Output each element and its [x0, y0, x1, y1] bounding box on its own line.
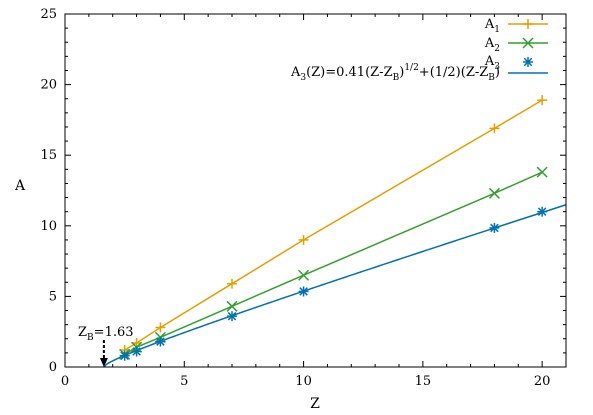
y-tick-label: 10: [40, 219, 57, 234]
legend-marker-a1: [523, 19, 533, 29]
y-tick-label: 0: [49, 360, 57, 375]
data-point-a1: [155, 322, 166, 333]
legend-label-a2: A2: [484, 36, 500, 54]
plot-area: [103, 95, 567, 368]
series-line-a1: [124, 99, 543, 351]
data-point-a3: [298, 286, 309, 297]
axes: 0 5 10 15 20 0 5 10 15 20 25: [40, 7, 567, 389]
data-point-a3: [227, 311, 237, 322]
legend-entry-a3: A3: [484, 54, 500, 72]
data-point-a1: [227, 278, 237, 289]
data-point-a3: [119, 350, 130, 361]
legend-label-fit: A3(Z)=0.41(Z-ZB)1/2+(1/2)(Z-ZB): [290, 63, 500, 83]
legend-marker-a3: [523, 57, 533, 67]
data-point-a2: [298, 269, 310, 281]
legend-marker-a2: [522, 37, 534, 49]
series-line-a2: [124, 171, 543, 355]
y-axis-label: A: [14, 178, 26, 194]
x-tick-label: 20: [534, 374, 551, 389]
plot-frame: [64, 13, 567, 368]
data-point-a1: [298, 234, 309, 245]
data-point-a3: [131, 346, 142, 357]
zb-annotation: ZB=1.63: [78, 325, 134, 367]
data-point-a1: [489, 123, 500, 134]
x-tick-label: 10: [295, 374, 312, 389]
legend-entry-fit: A3(Z)=0.41(Z-ZB)1/2+(1/2)(Z-ZB): [290, 63, 500, 83]
y-tick-label: 25: [40, 7, 57, 22]
y-tick-label: 5: [49, 289, 57, 304]
data-point-a2: [488, 187, 500, 199]
data-point-a2: [226, 300, 238, 312]
legend-entry-a2: A2: [484, 36, 500, 54]
x-tick-label: 15: [415, 374, 432, 389]
x-tick-label: 0: [61, 374, 69, 389]
y-tick-label: 15: [40, 148, 57, 163]
legend: A1 A2 A3 A3(Z)=0.41(Z-ZB)1/2+(1/2)(Z-ZB): [290, 17, 548, 83]
y-tick-label: 20: [40, 78, 57, 93]
legend-samples: [508, 19, 548, 74]
data-point-a3: [537, 206, 548, 217]
data-point-a3: [155, 336, 166, 347]
x-tick-label: 5: [180, 374, 188, 389]
data-point-a2: [536, 166, 548, 178]
data-point-a3: [489, 222, 500, 233]
legend-label-a3: A3: [484, 54, 500, 72]
data-point-a1: [537, 95, 548, 106]
x-axis-label: Z: [310, 396, 320, 412]
fit-curve: [103, 204, 567, 368]
zb-arrow-head: [99, 358, 108, 367]
legend-label-a1: A1: [484, 17, 500, 35]
zb-annotation-label: ZB=1.63: [78, 325, 134, 343]
legend-entry-a1: A1: [484, 17, 500, 35]
